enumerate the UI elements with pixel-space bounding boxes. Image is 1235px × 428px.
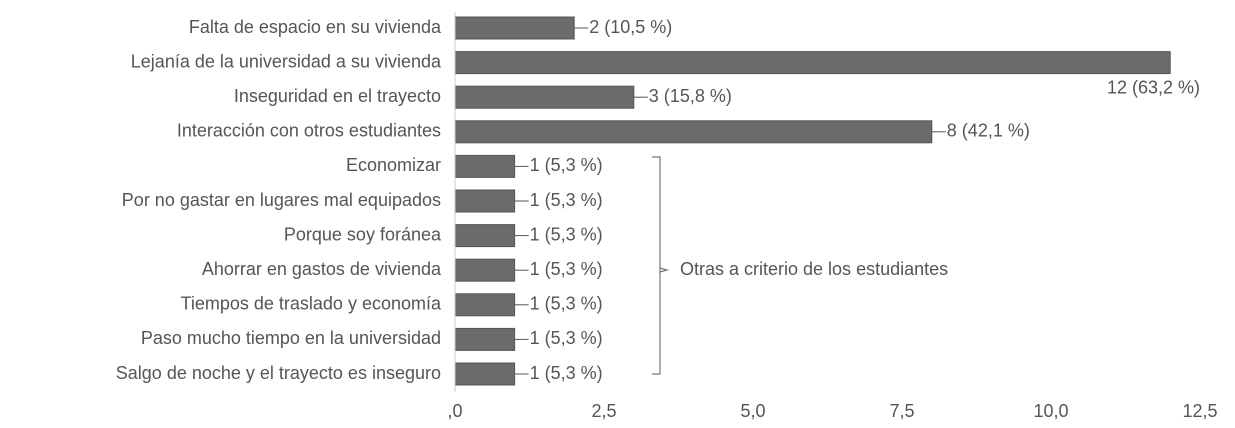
annotation: Otras a criterio de los estudiantes	[680, 259, 948, 279]
value-label: 8 (42,1 %)	[947, 121, 1030, 141]
x-tick-label: 12,5	[1182, 401, 1217, 421]
x-tick-label: 2,5	[591, 401, 616, 421]
value-label: 1 (5,3 %)	[530, 155, 603, 175]
y-tick-label: Economizar	[346, 155, 441, 175]
y-tick-label: Salgo de noche y el trayecto es inseguro	[116, 363, 441, 383]
value-label: 1 (5,3 %)	[530, 190, 603, 210]
bar	[454, 293, 516, 317]
bar	[454, 327, 516, 351]
y-tick-label: Ahorrar en gastos de vivienda	[202, 259, 442, 279]
bar	[454, 51, 1171, 75]
y-tick-label: Paso mucho tiempo en la universidad	[141, 328, 441, 348]
bar	[454, 362, 516, 386]
x-tick-label: 10,0	[1033, 401, 1068, 421]
value-label: 12 (63,2 %)	[1107, 77, 1200, 97]
value-label: 3 (15,8 %)	[649, 86, 732, 106]
value-label: 2 (10,5 %)	[589, 17, 672, 37]
y-tick-label: Porque soy foránea	[284, 224, 442, 244]
bracket	[652, 156, 670, 375]
value-label: 1 (5,3 %)	[530, 363, 603, 383]
value-label: 1 (5,3 %)	[530, 224, 603, 244]
bar	[454, 85, 635, 109]
y-tick-label: Inseguridad en el trayecto	[234, 86, 441, 106]
bar	[454, 189, 516, 213]
y-tick-label: Falta de espacio en su vivienda	[189, 17, 442, 37]
y-tick-label: Lejanía de la universidad a su vivienda	[131, 51, 442, 71]
x-tick-label: ,0	[447, 401, 462, 421]
y-tick-label: Tiempos de traslado y economía	[181, 294, 442, 314]
value-label: 1 (5,3 %)	[530, 259, 603, 279]
x-tick-label: 7,5	[889, 401, 914, 421]
y-tick-label: Por no gastar en lugares mal equipados	[122, 190, 441, 210]
value-label: 1 (5,3 %)	[530, 294, 603, 314]
x-tick-label: 5,0	[740, 401, 765, 421]
bar	[454, 16, 575, 40]
bar	[454, 120, 933, 144]
bar	[454, 258, 516, 282]
bar	[454, 154, 516, 178]
y-tick-label: Interacción con otros estudiantes	[177, 121, 441, 141]
value-label: 1 (5,3 %)	[530, 328, 603, 348]
bar	[454, 224, 516, 248]
